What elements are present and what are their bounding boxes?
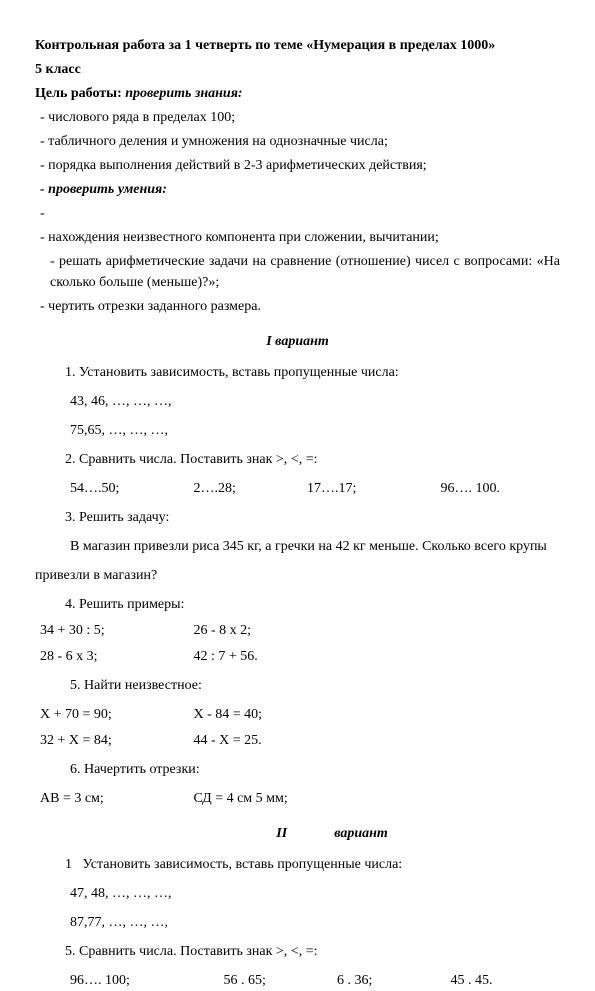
task-number: 5.	[65, 944, 76, 959]
task-number: 3.	[65, 510, 76, 525]
ex-b: 42 : 7 + 56.	[194, 646, 258, 667]
skills-item: чертить отрезки заданного размера.	[35, 296, 560, 317]
variant-num: II	[207, 823, 287, 844]
task1: 1. Установить зависимость, вставь пропущ…	[35, 362, 560, 383]
task3-text: В магазин привезли риса 345 кг, а гречки…	[35, 536, 560, 557]
task5: 5. Найти неизвестное:	[35, 675, 560, 696]
task-text: Сравнить числа. Поставить знак >, <, =:	[79, 452, 318, 467]
task-text: Установить зависимость, вставь пропущенн…	[79, 365, 399, 380]
task6-row: АВ = 3 см; СД = 4 см 5 мм;	[35, 788, 560, 809]
ex-a: 28 - 6 х 3;	[40, 646, 190, 667]
v2-seq2: 87,77, …, …, …,	[35, 912, 560, 933]
ex-b: 26 - 8 х 2;	[194, 620, 252, 641]
eq-b: 44 - Х = 25.	[194, 730, 262, 751]
task-number: 1	[65, 857, 72, 872]
seg-a: АВ = 3 см;	[40, 788, 190, 809]
seq1: 43, 46, …, …, …,	[35, 391, 560, 412]
task4: 4. Решить примеры:	[35, 594, 560, 615]
task-number: 1.	[65, 365, 76, 380]
eq-b: Х - 84 = 40;	[194, 704, 263, 725]
v2-task1: 1 Установить зависимость, вставь пропуще…	[35, 854, 560, 875]
task-text: Решить задачу:	[79, 510, 169, 525]
task5-row1: Х + 70 = 90; Х - 84 = 40;	[35, 704, 560, 725]
goal-line: Цель работы: проверить знания:	[35, 83, 560, 104]
empty-bullet	[35, 203, 560, 224]
cmp-a: 96…. 100;	[70, 970, 220, 991]
eq-a: Х + 70 = 90;	[40, 704, 190, 725]
v2-task5-row: 96…. 100; 56 . 65; 6 . 36; 45 . 45.	[35, 970, 560, 991]
task-number: 2.	[65, 452, 76, 467]
cmp-c: 17….17;	[307, 478, 437, 499]
knowledge-item: числового ряда в пределах 100;	[35, 107, 560, 128]
cmp-d: 96…. 100.	[441, 478, 501, 499]
knowledge-item: порядка выполнения действий в 2-3 арифме…	[35, 155, 560, 176]
task2: 2. Сравнить числа. Поставить знак >, <, …	[35, 449, 560, 470]
task4-row2: 28 - 6 х 3; 42 : 7 + 56.	[35, 646, 560, 667]
doc-title: Контрольная работа за 1 четверть по теме…	[35, 35, 560, 56]
task4-row1: 34 + 30 : 5; 26 - 8 х 2;	[35, 620, 560, 641]
seg-b: СД = 4 см 5 мм;	[194, 788, 288, 809]
goal-knowledge: проверить знания:	[125, 86, 242, 101]
skills-item: - решать арифметические задачи на сравне…	[35, 251, 560, 293]
v2-seq1: 47, 48, …, …, …,	[35, 883, 560, 904]
variant1-title: I вариант	[35, 331, 560, 352]
task6: 6. Начертить отрезки:	[35, 759, 560, 780]
cmp-d: 45 . 45.	[451, 970, 493, 991]
task-text: Решить примеры:	[79, 597, 184, 612]
task-number: 4.	[65, 597, 76, 612]
task5-row2: 32 + Х = 84; 44 - Х = 25.	[35, 730, 560, 751]
cmp-c: 6 . 36;	[337, 970, 447, 991]
task-text: Сравнить числа. Поставить знак >, <, =:	[79, 944, 318, 959]
seq2: 75,65, …, …, …,	[35, 420, 560, 441]
skills-item: нахождения неизвестного компонента при с…	[35, 227, 560, 248]
eq-a: 32 + Х = 84;	[40, 730, 190, 751]
ex-a: 34 + 30 : 5;	[40, 620, 190, 641]
variant2-title: II вариант	[35, 823, 560, 844]
goal-label: Цель работы:	[35, 86, 122, 101]
task2-row: 54….50; 2….28; 17….17; 96…. 100.	[35, 478, 560, 499]
knowledge-item: табличного деления и умножения на однозн…	[35, 131, 560, 152]
cmp-a: 54….50;	[70, 478, 190, 499]
grade: 5 класс	[35, 59, 560, 80]
cmp-b: 56 . 65;	[224, 970, 334, 991]
variant-word: вариант	[334, 826, 388, 841]
task3-text2: привезли в магазин?	[35, 565, 560, 586]
goal-skills: проверить умения:	[35, 179, 560, 200]
v2-task5: 5. Сравнить числа. Поставить знак >, <, …	[35, 941, 560, 962]
cmp-b: 2….28;	[194, 478, 304, 499]
task-text: Установить зависимость, вставь пропущенн…	[83, 857, 403, 872]
task3: 3. Решить задачу:	[35, 507, 560, 528]
